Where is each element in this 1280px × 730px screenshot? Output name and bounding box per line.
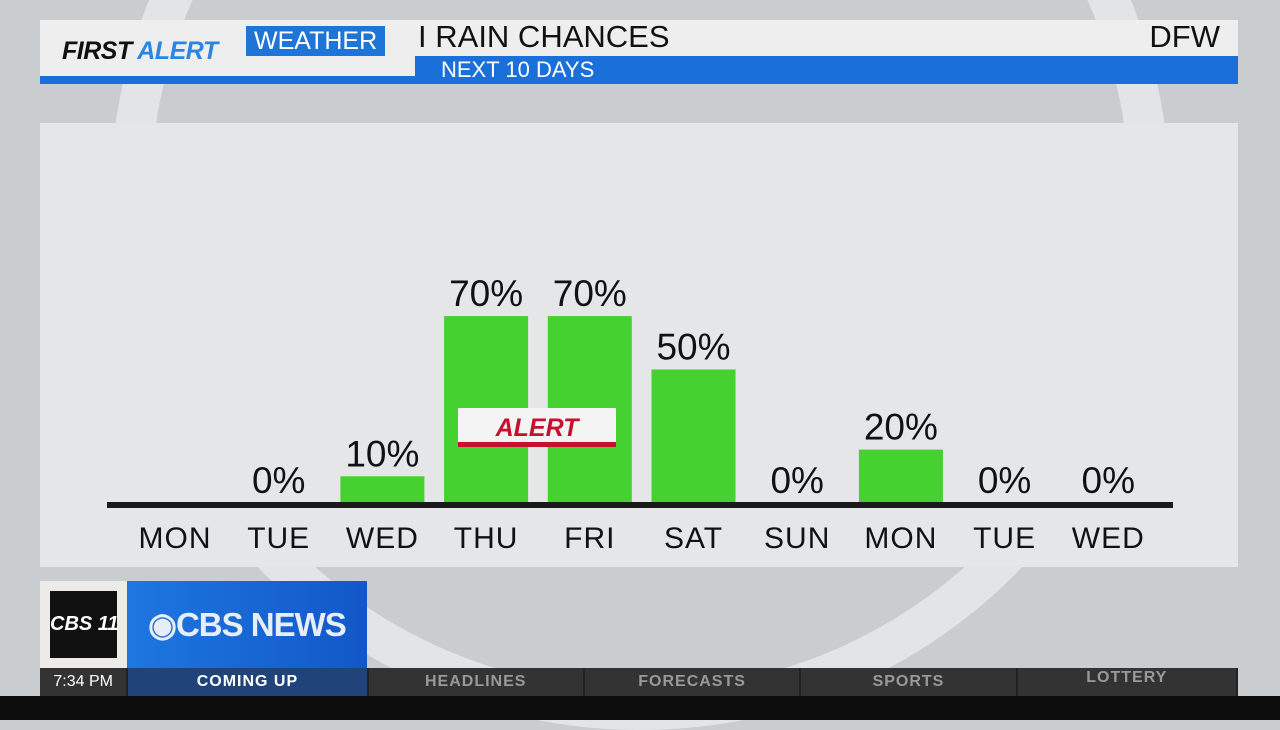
x-tick-label: MON — [139, 522, 212, 555]
bottom-strip — [0, 696, 1280, 720]
brand-weather: WEATHER — [246, 26, 386, 56]
chart-panel — [40, 123, 1238, 567]
ticker-item-lottery[interactable]: LOTTERY — [1018, 668, 1238, 696]
ticker-bar: 7:34 PM COMING UP HEADLINES FORECASTS SP… — [40, 668, 1238, 696]
x-tick-label: TUE — [247, 522, 310, 555]
x-tick-label: THU — [454, 522, 519, 555]
alert-badge — [458, 408, 616, 447]
data-label: 20% — [864, 407, 938, 448]
network-logo: ◉CBS NEWS — [127, 581, 367, 668]
data-label: 70% — [553, 273, 627, 314]
data-label: 0% — [770, 460, 823, 501]
data-label: 50% — [656, 327, 730, 368]
x-tick-label: SUN — [764, 522, 830, 555]
x-tick-label: WED — [346, 522, 419, 555]
data-label: 10% — [345, 433, 419, 474]
header-accent — [40, 76, 415, 84]
data-label: 70% — [449, 273, 523, 314]
bar-sat-5 — [651, 369, 736, 503]
data-label: 0% — [1082, 460, 1135, 501]
alert-label: ALERT — [495, 414, 582, 442]
x-tick-label: FRI — [564, 522, 615, 555]
location-label: DFW — [1149, 19, 1220, 54]
data-label: 0% — [252, 460, 305, 501]
x-tick-label: MON — [864, 522, 937, 555]
alert-underline — [458, 442, 616, 447]
ticker-item-headlines[interactable]: HEADLINES — [369, 668, 585, 696]
brand-logo: FIRST ALERT — [62, 37, 218, 65]
station-logo: CBS 11 — [40, 581, 127, 668]
ticker-item-coming-up[interactable]: COMING UP — [128, 668, 369, 696]
ticker-item-forecasts[interactable]: FORECASTS — [585, 668, 802, 696]
bar-mon-7 — [858, 449, 943, 503]
x-tick-label: TUE — [973, 522, 1036, 555]
x-tick-label: WED — [1072, 522, 1145, 555]
x-axis-line — [107, 502, 1173, 508]
subtitle: NEXT 10 DAYS — [415, 56, 1238, 84]
bar-wed-2 — [340, 476, 425, 503]
ticker-item-sports[interactable]: SPORTS — [801, 668, 1018, 696]
x-tick-label: SAT — [664, 522, 723, 555]
data-label: 0% — [978, 460, 1031, 501]
page-title: I RAIN CHANCES — [418, 19, 670, 54]
clock: 7:34 PM — [40, 668, 129, 696]
header-bar: FIRST ALERT WEATHER I RAIN CHANCES DFW N… — [40, 20, 1238, 84]
